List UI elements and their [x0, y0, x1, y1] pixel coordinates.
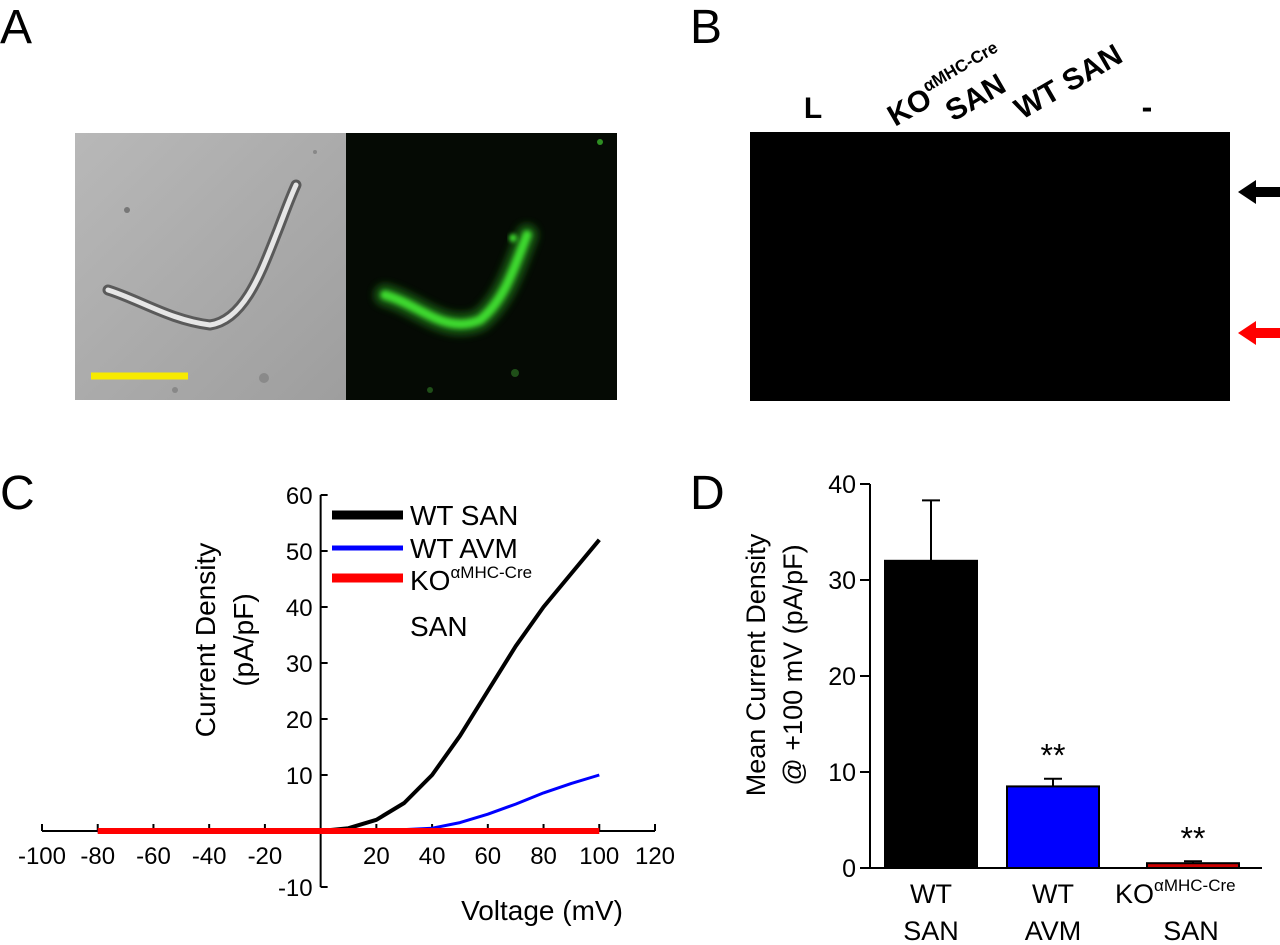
category-label-2-line1: WT [1032, 879, 1074, 909]
y-tick-label: 30 [286, 651, 313, 678]
series-line-wt-san [97, 538, 601, 833]
significance-label-2: ** [1041, 738, 1066, 774]
category-label-3-line1: KOαMHC-Cre [1115, 876, 1236, 909]
bars-group: ** ** [884, 499, 1240, 870]
category-labels: WT SAN WT AVM KOαMHC-Cre SAN [903, 876, 1235, 945]
category-label-3-line2: SAN [1163, 916, 1219, 945]
category-label-1-line2: SAN [903, 916, 959, 945]
micrograph-panel [75, 133, 617, 400]
x-tick-label: -100 [18, 843, 66, 870]
x-tick-label: 60 [474, 843, 501, 870]
x-axis-label: Voltage (mV) [461, 895, 623, 926]
x-tick-label: -80 [80, 843, 115, 870]
x-tick-label: -60 [136, 843, 171, 870]
x-tick-label: -20 [248, 843, 283, 870]
bar-1 [884, 559, 978, 869]
y-tick-label: -10 [278, 875, 313, 902]
x-tick-label: 100 [579, 843, 619, 870]
lower-band-arrow-icon [1238, 321, 1280, 345]
lane-label-negative: - [1142, 89, 1153, 125]
brightfield-image [75, 133, 346, 400]
fluorescence-image [346, 133, 617, 400]
y-axis-label-line1: Current Density [190, 543, 221, 738]
lane-label-ladder: L [804, 92, 822, 125]
y-tick-label: 40 [286, 595, 313, 622]
panel-label-c: C [0, 467, 35, 520]
tick-labels: -100 -80 -60 -40 -20 20 40 60 80 100 120 -10 10 20 30 4… [18, 483, 675, 902]
y-tick-label: 10 [286, 763, 313, 790]
legend-label-wt-san: WT SAN [410, 500, 518, 531]
ladder-lane [785, 161, 847, 328]
y-tick-label: 30 [828, 567, 856, 595]
panel-label-d: D [690, 467, 725, 520]
y-axis-label-line2: @ +100 mV (pA/pF) [778, 544, 808, 785]
panel-label-a: A [0, 1, 33, 54]
x-tick-label: 80 [530, 843, 557, 870]
negative-control-lane [1099, 197, 1198, 341]
y-axis-label-line1: Mean Current Density [741, 533, 771, 796]
ko-lane [873, 195, 970, 337]
category-label-1-line1: WT [910, 879, 952, 909]
y-tick-label: 50 [286, 539, 313, 566]
series-line-wt-avm [97, 773, 600, 833]
series-group [97, 538, 601, 834]
y-tick-label: 10 [828, 759, 856, 787]
x-tick-label: 20 [363, 843, 390, 870]
tick-labels: 0 10 20 30 40 [828, 471, 856, 883]
category-label-2-line2: AVM [1025, 916, 1082, 945]
brightfield-cell [102, 150, 317, 393]
y-tick-label: 20 [286, 707, 313, 734]
x-tick-label: 120 [635, 843, 675, 870]
bar-2 [1006, 785, 1100, 870]
legend: WT SAN WT AVM KOαMHC-Cre SAN [332, 500, 532, 642]
upper-band-arrow-icon [1238, 180, 1280, 204]
x-tick-label: -40 [192, 843, 227, 870]
legend-label-ko-san: SAN [410, 611, 468, 642]
y-tick-label: 20 [828, 663, 856, 691]
y-tick-label: 60 [286, 483, 313, 510]
gel-image [750, 132, 1230, 401]
legend-label-wt-avm: WT AVM [410, 533, 518, 564]
y-tick-label: 0 [842, 855, 856, 883]
bar-3 [1146, 862, 1240, 870]
bar-chart: ** ** 0 10 20 30 40 Mean Current Density @ +1… [741, 471, 1262, 945]
iv-line-chart: -100 -80 -60 -40 -20 20 40 60 80 100 120 -10 10 20 30 4… [18, 483, 675, 926]
lane-label-wt: WT SAN [1009, 38, 1128, 126]
y-axis-label-line2: (pA/pF) [228, 593, 259, 686]
significance-label-3: ** [1181, 820, 1206, 856]
x-tick-label: 40 [419, 843, 446, 870]
panel-label-b: B [690, 1, 723, 54]
fluorescent-cell [374, 139, 603, 393]
y-tick-label: 40 [828, 471, 856, 499]
gel-panel: L KOαMHC-Cre SAN WT SAN - [750, 38, 1280, 401]
legend-label-ko: KOαMHC-Cre [410, 563, 532, 596]
